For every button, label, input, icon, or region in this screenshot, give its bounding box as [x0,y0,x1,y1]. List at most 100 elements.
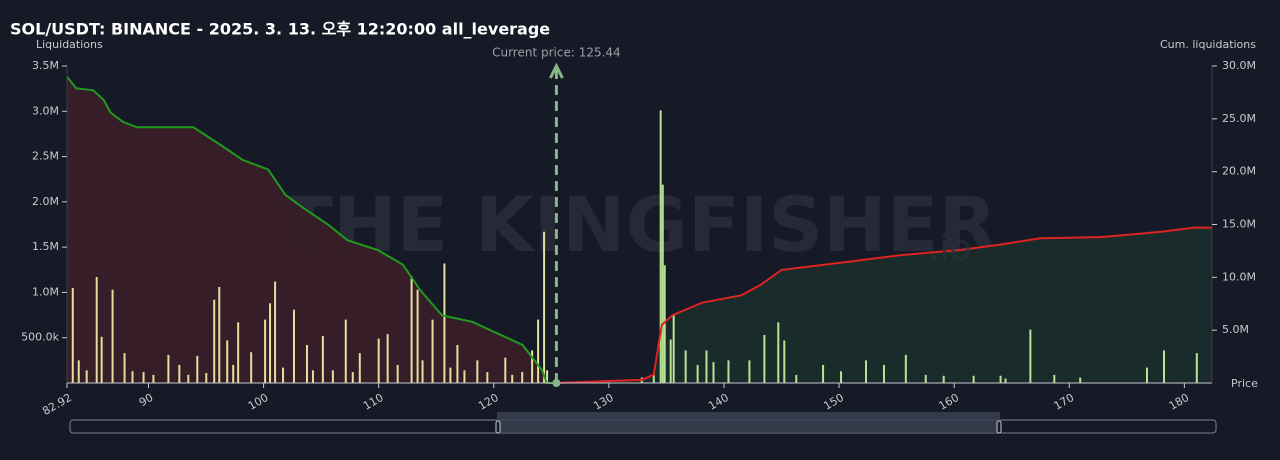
y-tick-label: 2.5M [32,150,59,163]
bar [663,265,666,383]
bar [777,322,780,383]
bar [205,373,208,383]
y-tick-label: 1.5M [32,240,59,253]
x-tick-label: 130 [591,391,616,413]
x-tick-label: 110 [361,391,386,413]
bar [669,339,672,383]
bar [421,360,424,383]
bar [396,364,399,383]
bar [237,322,240,383]
bar [865,360,868,383]
bar [321,335,324,383]
x-tick-label: 170 [1052,391,1077,413]
scrollbar-handle[interactable] [996,420,1002,434]
watermark-suffix: .io [928,228,971,269]
bar [226,340,229,383]
x-tick-label: 150 [821,391,846,413]
bar [942,375,945,383]
bar [264,319,267,383]
bar [282,367,285,383]
y-tick-label: 3.5M [32,59,59,72]
bar [213,299,216,383]
bar [95,277,98,383]
chart-title: SOL/USDT: BINANCE - 2025. 3. 13. 오후 12:2… [10,20,550,39]
bar [661,184,664,383]
bar [546,370,549,383]
cumulative-line [66,75,557,384]
bar [187,374,190,383]
bar [449,367,452,383]
x-tick-label: 100 [246,391,271,413]
bar [521,372,524,383]
y2-tick-label: 10.0M [1222,270,1256,283]
bar [85,370,88,383]
bar [840,371,843,383]
x-tick-label: 82.92 [40,391,74,418]
y-tick-label: 500.0k [21,331,59,344]
plot-layer [66,75,1212,384]
bar [763,334,766,383]
bar [111,289,114,383]
bar [1195,353,1198,383]
bar [659,110,662,383]
bar [443,263,446,383]
current-price-arrow [549,62,564,79]
bar [178,364,181,383]
x-tick-label: 140 [706,391,731,413]
bar [972,375,975,383]
bar [727,360,730,383]
watermark: THE KINGFISHER [281,180,997,269]
x-axis-label: Price [1231,377,1258,390]
bar [269,303,272,383]
x-tick-label: 180 [1167,391,1192,413]
current-price-label: Current price: 125.44 [492,46,621,60]
bar [410,276,413,383]
bar [672,315,675,383]
bar [351,372,354,383]
bar [748,360,751,383]
bar [386,334,389,383]
bar [131,371,134,383]
bar [463,370,466,383]
y-tick-label: 2.0M [32,195,59,208]
bar [511,374,514,383]
bar [783,340,786,383]
bar [476,360,479,383]
bar [292,309,295,383]
bar [1163,350,1166,383]
bar [904,354,907,383]
bar [531,350,534,383]
y2-tick-label: 15.0M [1222,218,1256,231]
bar [1053,374,1056,383]
bar [431,319,434,383]
bar [999,375,1002,383]
y-tick-label: 3.0M [32,104,59,117]
bar [311,370,314,383]
scrollbar-handle[interactable] [495,420,501,434]
x-tick-label: 120 [476,391,501,413]
y2-tick-label: 20.0M [1222,165,1256,178]
bar [358,353,361,383]
bar [77,360,80,383]
x-tick-label: 160 [936,391,961,413]
bar [504,357,507,383]
bar [1004,378,1007,383]
y2-tick-label: 25.0M [1222,112,1256,125]
bar [152,374,155,383]
bar [305,344,308,383]
bar [712,362,715,383]
bar [486,372,489,383]
bar [652,374,655,383]
bar [924,374,927,383]
bar [537,319,540,383]
y-tick-label: 1.0M [32,285,59,298]
y-axis-label: Liquidations [36,38,103,51]
bar [696,364,699,383]
bar [822,364,825,383]
bar [377,338,380,383]
scrollbar-selection[interactable] [497,412,1000,433]
bar [344,319,347,383]
bar [543,231,546,383]
